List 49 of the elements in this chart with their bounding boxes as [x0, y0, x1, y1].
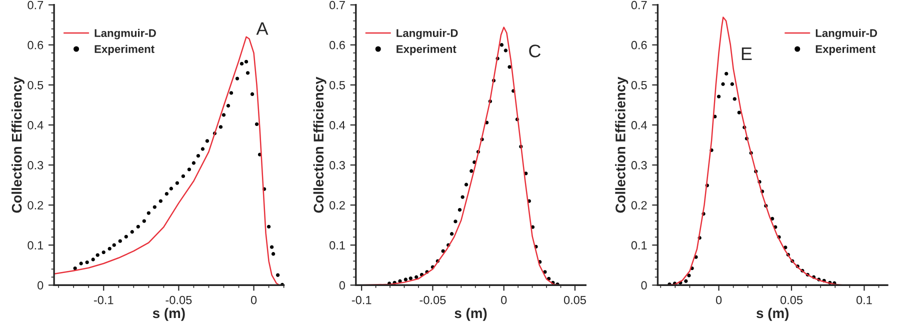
x-axis-title: s (m): [152, 308, 185, 321]
annotation: A: [256, 22, 268, 35]
y-tick-label: 0.1: [28, 241, 44, 250]
annotation: C: [529, 44, 541, 58]
y-tick-label: 0.4: [631, 121, 647, 130]
x-tick-label: 0: [250, 296, 257, 304]
x-tick-label: 0: [716, 296, 722, 304]
y-tick-label: 0.3: [330, 161, 345, 170]
x-axis-title: s (m): [756, 308, 789, 321]
y-tick-label: 0: [641, 281, 647, 290]
legend-label: Experiment: [816, 44, 876, 56]
x-tick-label: 0.05: [780, 296, 803, 304]
legend-label: Experiment: [94, 44, 154, 56]
legend-label: Experiment: [396, 44, 456, 56]
y-tick-label: 0.4: [28, 121, 44, 130]
y-tick-label: 0.2: [330, 201, 345, 210]
y-tick-label: 0.2: [28, 201, 44, 210]
x-tick-label: 0.1: [856, 296, 872, 304]
y-tick-label: 0.6: [330, 40, 345, 50]
x-tick-label: -0.1: [94, 296, 114, 304]
y-tick-label: 0: [339, 281, 346, 290]
annotation: E: [742, 48, 752, 60]
y-tick-label: 0.3: [631, 161, 647, 170]
x-tick-label: -0.05: [420, 296, 446, 304]
y-tick-label: 0.1: [330, 241, 345, 250]
y-tick-label: 0.3: [28, 161, 44, 170]
y-tick-label: 0.4: [330, 121, 346, 130]
y-tick-label: 0.1: [631, 241, 647, 250]
legend-label: Langmuir-D: [94, 28, 156, 40]
y-axis-title: Collection Efficiency: [313, 76, 326, 213]
y-tick-label: 0.5: [28, 80, 44, 90]
y-tick-label: 0.2: [631, 201, 647, 210]
legend-label: Langmuir-D: [816, 28, 878, 40]
y-tick-label: 0.7: [330, 0, 345, 10]
y-tick-label: 0.5: [631, 80, 647, 90]
y-tick-label: 0.5: [330, 80, 345, 90]
legend-label: Langmuir-D: [396, 28, 458, 40]
y-tick-label: 0: [38, 281, 44, 290]
y-tick-label: 0.6: [28, 40, 44, 50]
y-axis-title: Collection Efficiency: [615, 76, 628, 213]
x-tick-label: -0.1: [352, 296, 372, 304]
x-tick-label: 0: [501, 296, 507, 304]
y-axis-title: Collection Efficiency: [12, 76, 24, 213]
x-axis-title: s (m): [454, 308, 487, 321]
y-tick-label: 0.7: [28, 0, 44, 10]
x-tick-label: 0.05: [564, 296, 586, 304]
y-tick-label: 0.7: [631, 0, 647, 10]
y-tick-label: 0.6: [631, 40, 647, 50]
x-tick-label: -0.05: [166, 296, 192, 304]
